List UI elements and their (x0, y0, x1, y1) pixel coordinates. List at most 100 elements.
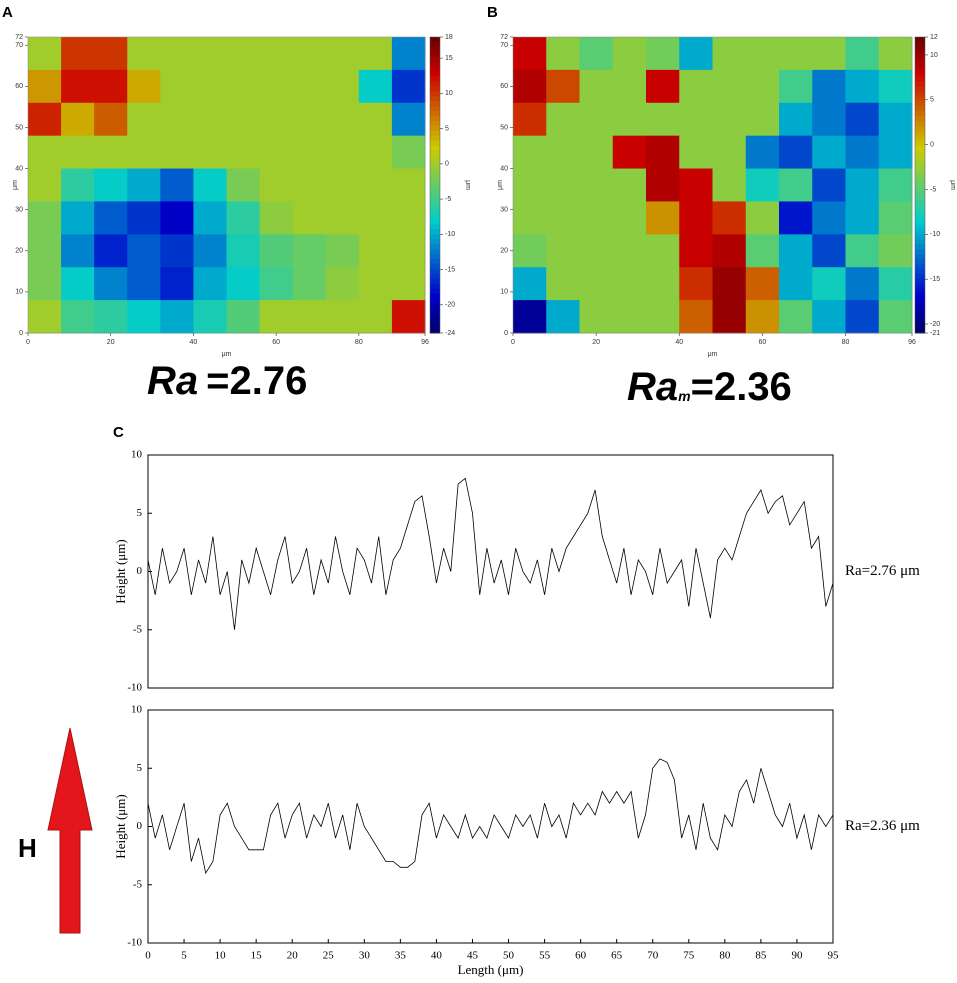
heat-cell (226, 168, 261, 202)
colorbar-frame (914, 36, 926, 334)
colorbar-segment (430, 145, 440, 151)
colorbar-tick-label: -21 (930, 330, 940, 337)
plot-frame (512, 36, 913, 334)
heat-cell (513, 234, 547, 268)
colorbar-tick-label: 5 (445, 125, 449, 132)
colorbar-segment (430, 140, 440, 147)
heat-cell (127, 69, 161, 104)
colorbar-segment (915, 288, 925, 295)
x-tick-label: 60 (272, 339, 280, 346)
colorbar-segment (430, 318, 440, 324)
plot-frame (147, 454, 834, 689)
colorbar-segment (430, 155, 440, 161)
heat-cell (193, 168, 227, 202)
heat-cell (679, 102, 713, 137)
heat-cell (679, 267, 713, 301)
heat-cell (845, 168, 880, 202)
heat-cell (679, 135, 713, 170)
y-tick-label: 20 (15, 248, 23, 255)
y-tick-label: 10 (15, 289, 23, 296)
colorbar-tick-label: -5 (930, 186, 936, 193)
heat-cell (28, 168, 62, 202)
heat-cell (579, 168, 614, 202)
colorbar-segment (915, 150, 925, 156)
colorbar-segment (430, 288, 440, 295)
y-tick-label: 0 (137, 820, 143, 832)
heat-cell (28, 234, 62, 268)
heat-cell (612, 135, 647, 170)
colorbar-segment (915, 273, 925, 280)
colorbar-segment (915, 303, 925, 309)
y-axis-label: μm (497, 180, 504, 190)
heat-cell (745, 135, 780, 170)
colorbar-segment (915, 219, 925, 225)
heat-cell (779, 69, 813, 104)
heat-cell (94, 69, 128, 104)
heat-cell (646, 69, 680, 104)
colorbar-segment (430, 71, 440, 77)
heat-cell (679, 300, 713, 334)
side-label: H (18, 833, 37, 863)
heat-cell (579, 234, 614, 268)
heat-cell (612, 300, 647, 334)
x-tick-label: 80 (355, 339, 363, 346)
colorbar-segment (430, 120, 440, 127)
heat-cell (160, 37, 194, 71)
heat-cell (259, 102, 294, 137)
heat-cell (812, 69, 846, 104)
heat-cell (61, 37, 95, 71)
heat-cell (94, 102, 128, 137)
colorbar-segment (915, 71, 925, 77)
colorbar-segment (915, 239, 925, 245)
colorbar-segment (430, 56, 440, 63)
colorbar-segment (430, 259, 440, 265)
y-tick-label: 10 (131, 449, 143, 461)
heat-cell (845, 300, 880, 334)
colorbar-segment (915, 145, 925, 151)
heat-cell (127, 300, 161, 334)
heat-cell (712, 234, 747, 268)
heat-cell (878, 135, 913, 170)
heat-cell (193, 102, 227, 137)
x-tick-label: 55 (539, 950, 551, 962)
heat-cell (845, 135, 880, 170)
heat-cell (226, 135, 261, 170)
colorbar-segment (430, 150, 440, 156)
heat-cell (325, 102, 360, 137)
colorbar-segment (430, 86, 440, 92)
x-tick-label: 60 (758, 339, 766, 346)
colorbar-segment (915, 175, 925, 181)
heat-cell (28, 135, 62, 170)
y-tick-label: 30 (15, 207, 23, 214)
heat-cell (226, 300, 261, 334)
heat-cell (646, 300, 680, 334)
x-tick-label: 20 (107, 339, 115, 346)
colorbar-tick-label: -15 (445, 266, 455, 273)
colorbar-segment (430, 160, 440, 166)
heat-cell (546, 168, 580, 202)
heat-cell (391, 300, 426, 334)
heat-cell (259, 201, 294, 235)
heat-cell (579, 135, 614, 170)
heat-cell (812, 234, 846, 268)
heat-cell (358, 168, 393, 202)
colorbar-segment (915, 165, 925, 171)
heat-cell (513, 37, 547, 71)
heat-cell (127, 37, 161, 71)
heat-cell (612, 234, 647, 268)
heat-cell (358, 135, 393, 170)
heat-cell (160, 267, 194, 301)
roughness-annotation: Ra=2.76 μm (845, 563, 920, 579)
colorbar-segment (915, 135, 925, 142)
y-tick-label: 40 (500, 165, 508, 172)
heat-cell (579, 102, 614, 137)
heat-cell (325, 37, 360, 71)
colorbar-segment (430, 135, 440, 142)
colorbar-segment (430, 204, 440, 211)
heat-cell (812, 300, 846, 334)
colorbar-segment (915, 229, 925, 235)
x-tick-label: 96 (908, 339, 916, 346)
x-tick-label: 80 (842, 339, 850, 346)
heat-cell (358, 69, 393, 104)
